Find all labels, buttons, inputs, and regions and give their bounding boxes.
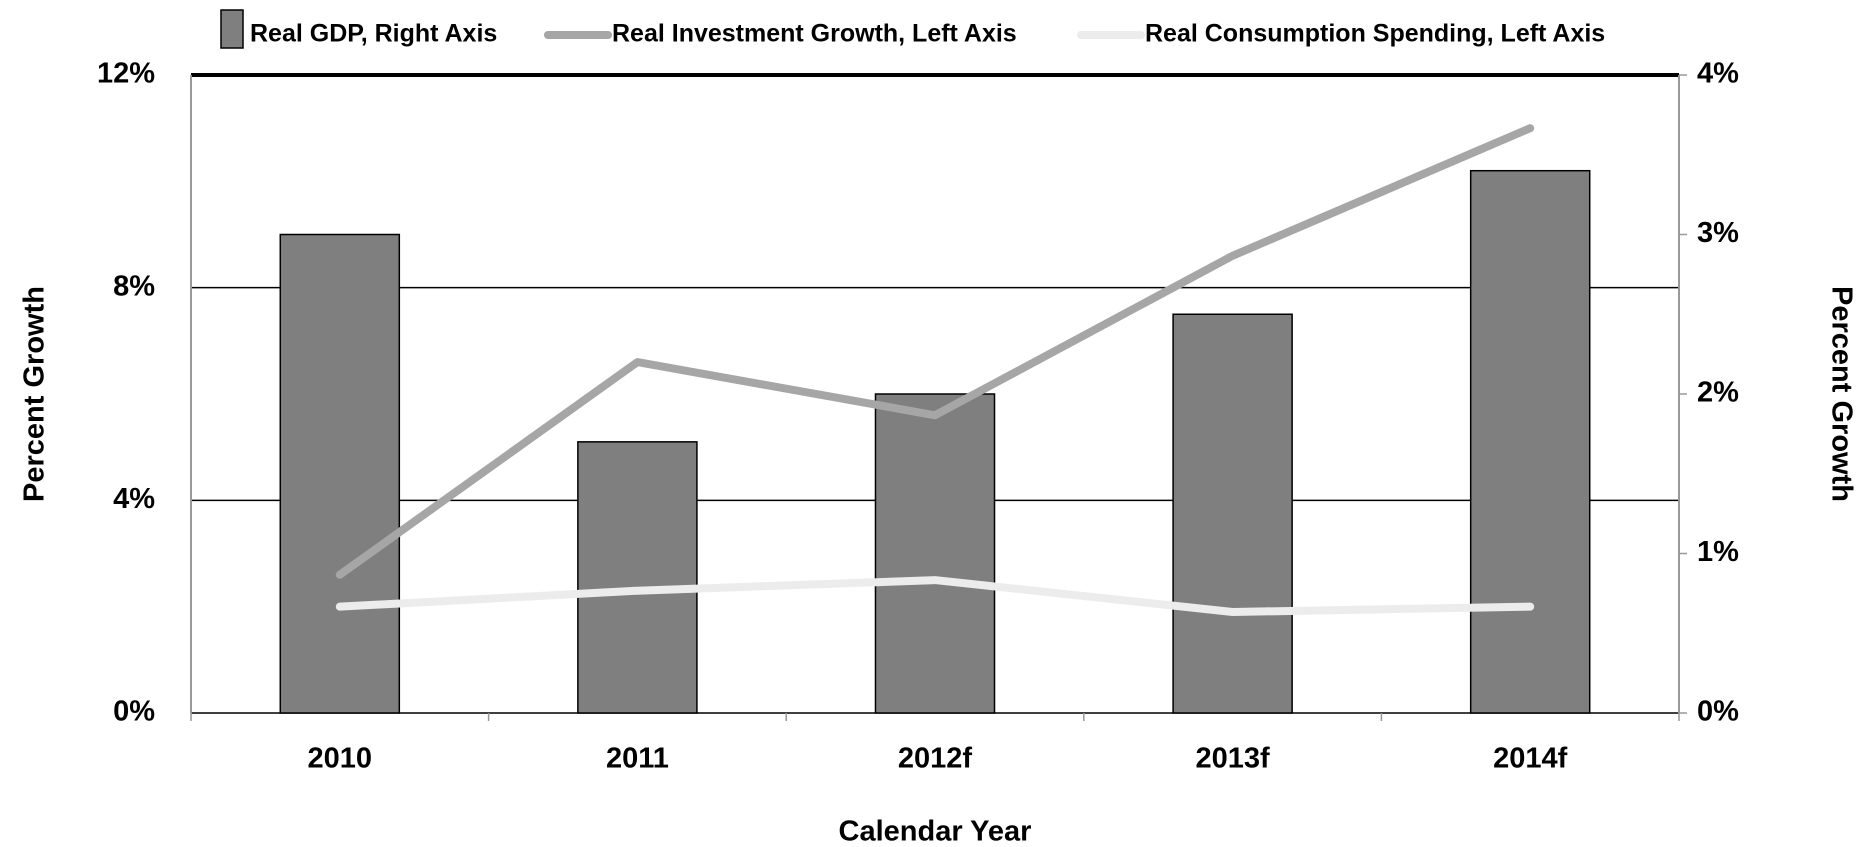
y2-tick-label: 0% xyxy=(1697,696,1739,728)
x-tick-label: 2010 xyxy=(308,743,373,775)
y-tick-label: 12% xyxy=(97,58,155,90)
legend-label: Real Consumption Spending, Left Axis xyxy=(1145,20,1605,48)
legend-swatch xyxy=(220,9,244,49)
bar xyxy=(279,233,401,714)
y2-tick-label: 2% xyxy=(1697,377,1739,409)
y-tick-label: 0% xyxy=(113,696,155,728)
y2-axis-title: Percent Growth xyxy=(1825,286,1857,502)
x-tick-label: 2013f xyxy=(1196,743,1271,775)
bar xyxy=(577,441,698,714)
x-axis-title: Calendar Year xyxy=(839,816,1032,847)
line xyxy=(335,576,1535,616)
bar xyxy=(1172,313,1293,714)
y-tick-label: 4% xyxy=(113,483,155,515)
x-tick-label: 2012f xyxy=(898,743,973,775)
x-tick-label: 2014f xyxy=(1493,743,1568,775)
y2-tick-label: 1% xyxy=(1697,536,1739,568)
line xyxy=(335,124,1535,579)
y2-tick-label: 4% xyxy=(1697,58,1739,90)
bar xyxy=(1469,169,1591,714)
legend-label: Real GDP, Right Axis xyxy=(250,20,497,48)
y-axis-title: Percent Growth xyxy=(19,286,51,502)
bar xyxy=(874,393,996,714)
legend-label: Real Investment Growth, Left Axis xyxy=(612,20,1017,48)
y-tick-label: 8% xyxy=(113,270,155,302)
y2-tick-label: 3% xyxy=(1697,217,1739,249)
x-tick-label: 2011 xyxy=(606,743,669,775)
